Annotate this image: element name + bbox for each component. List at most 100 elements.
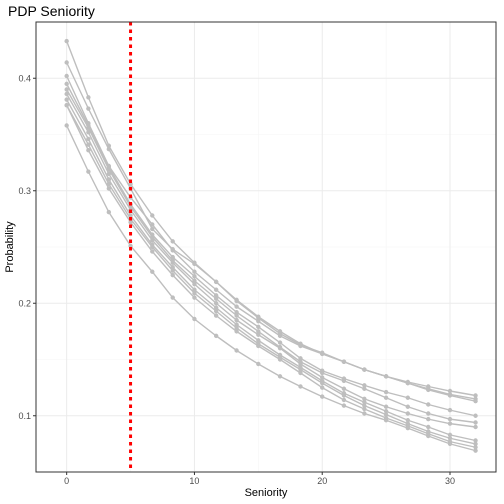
data-point (170, 248, 175, 253)
data-point (362, 403, 367, 408)
data-point (150, 226, 155, 232)
data-point (64, 81, 69, 87)
series-10 (64, 123, 478, 453)
data-point (170, 268, 175, 273)
data-point (256, 338, 261, 343)
data-point (447, 436, 453, 441)
y-axis-title: Probability (4, 221, 16, 273)
data-point (405, 380, 411, 386)
data-point (256, 361, 261, 367)
data-point (447, 388, 453, 394)
data-point (170, 272, 175, 278)
data-point (128, 243, 133, 249)
data-point (128, 220, 133, 225)
data-point (64, 73, 69, 79)
data-point (192, 274, 197, 279)
series-line (66, 83, 476, 417)
data-point (341, 393, 347, 398)
series-line (66, 40, 476, 397)
data-point (426, 433, 431, 439)
data-point (192, 278, 197, 283)
data-point (256, 315, 261, 321)
data-point (383, 418, 389, 423)
data-point (298, 361, 303, 367)
data-point (341, 359, 347, 364)
data-point (213, 296, 219, 301)
data-point (192, 316, 197, 322)
data-point (341, 386, 347, 391)
data-point (473, 448, 478, 453)
data-point (277, 357, 283, 362)
data-point (150, 213, 155, 218)
data-point (426, 402, 431, 407)
data-point (86, 148, 91, 153)
data-point (192, 261, 197, 267)
data-point (192, 295, 197, 300)
series-6 (64, 91, 478, 430)
data-point (213, 301, 219, 306)
data-point (213, 333, 219, 339)
data-point (383, 395, 389, 400)
data-point (362, 406, 367, 412)
data-point (64, 123, 69, 128)
data-point (341, 378, 347, 384)
data-point (86, 95, 91, 100)
data-point (192, 287, 197, 292)
data-point (320, 351, 325, 357)
data-point (150, 222, 155, 227)
data-point (298, 384, 303, 389)
data-point (447, 407, 453, 413)
data-point (320, 394, 325, 399)
data-point (86, 106, 91, 111)
series-1 (64, 38, 478, 398)
data-point (277, 346, 283, 351)
data-point (473, 441, 478, 447)
data-point (447, 421, 453, 426)
data-point (64, 87, 69, 92)
data-point (256, 324, 261, 330)
data-point (64, 91, 69, 97)
data-point (447, 432, 453, 438)
data-point (383, 404, 389, 409)
data-point (362, 367, 367, 372)
data-point (234, 313, 239, 318)
data-point (362, 400, 367, 405)
data-point (473, 413, 478, 418)
data-point (383, 409, 389, 414)
data-point (234, 322, 239, 327)
series-line (66, 104, 476, 448)
data-point (213, 308, 219, 314)
data-point (64, 60, 69, 65)
data-point (473, 393, 478, 398)
x-axis-title: Seniority (245, 487, 288, 499)
series-line (66, 125, 476, 452)
data-point (473, 420, 478, 425)
y-tick-label: 0.3 (18, 186, 31, 196)
data-point (256, 319, 261, 324)
y-tick-label: 0.4 (18, 73, 31, 83)
data-point (86, 136, 91, 142)
data-point (234, 348, 239, 353)
data-point (234, 329, 239, 334)
data-point (234, 310, 239, 315)
data-point (341, 397, 347, 403)
series-5 (64, 87, 478, 425)
x-tick-label: 0 (64, 476, 69, 486)
data-point (86, 130, 91, 135)
data-point (106, 186, 112, 191)
data-point (150, 269, 155, 274)
data-point (298, 343, 303, 349)
x-tick-label: 30 (445, 476, 455, 486)
data-point (405, 418, 411, 423)
data-point (298, 370, 303, 376)
x-tick-label: 10 (189, 476, 199, 486)
data-point (256, 332, 261, 337)
data-point (277, 374, 283, 379)
data-point (405, 404, 411, 409)
data-point (64, 97, 69, 102)
data-point (256, 329, 261, 334)
y-tick-label: 0.1 (18, 411, 31, 421)
data-point (192, 290, 197, 296)
data-point (405, 411, 411, 416)
data-point (362, 411, 367, 416)
